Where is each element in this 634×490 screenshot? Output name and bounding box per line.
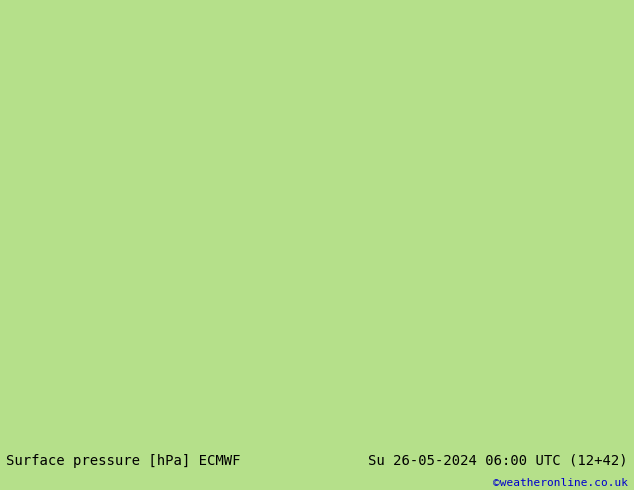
Text: ©weatheronline.co.uk: ©weatheronline.co.uk bbox=[493, 478, 628, 488]
Text: Surface pressure [hPa] ECMWF: Surface pressure [hPa] ECMWF bbox=[6, 454, 241, 468]
Text: Su 26-05-2024 06:00 UTC (12+42): Su 26-05-2024 06:00 UTC (12+42) bbox=[368, 454, 628, 468]
